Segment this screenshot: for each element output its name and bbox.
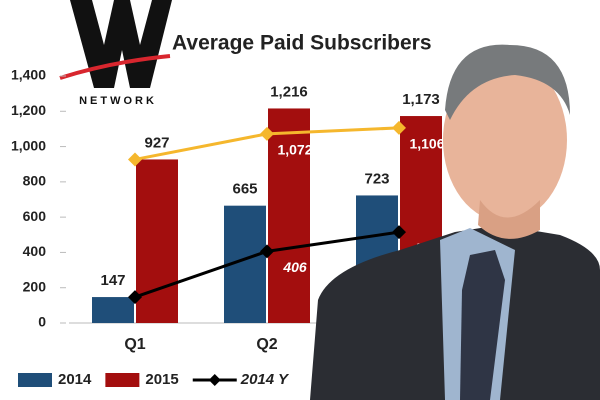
legend-swatch: [18, 373, 52, 387]
photo-hair: [445, 44, 570, 120]
bar: [92, 297, 134, 323]
bar: [268, 108, 310, 323]
logo-mark: [70, 0, 172, 88]
photo-tie: [460, 250, 505, 400]
bar-label: 927: [144, 134, 169, 151]
legend-label: 2014 Y: [240, 371, 290, 388]
logo-text: NETWORK: [79, 95, 157, 107]
y-tick-label: 600: [23, 208, 47, 224]
legend-swatch: [208, 374, 221, 386]
bar-label: 1,216: [270, 83, 308, 100]
photo-head: [443, 58, 567, 222]
line-label: 406: [282, 259, 307, 275]
chart-title: Average Paid Subscribers: [172, 32, 432, 55]
photo-neck: [478, 200, 540, 239]
line-marker: [260, 126, 274, 141]
bar-label: 723: [364, 170, 389, 187]
y-tick-label: 400: [23, 243, 47, 259]
line-marker: [128, 290, 142, 305]
photo: [310, 44, 600, 400]
x-tick-label: Q1: [124, 336, 145, 353]
line-marker: [128, 152, 142, 167]
legend-swatch: [105, 373, 140, 387]
bar-label: 147: [100, 272, 125, 289]
line-label: 1,106: [409, 136, 444, 152]
logo: NETWORK: [59, 0, 172, 107]
line-marker: [260, 244, 274, 259]
y-tick-label: 800: [23, 173, 47, 189]
y-tick-label: 1,200: [11, 102, 46, 118]
line-marker: [392, 225, 406, 240]
line-marker: [392, 120, 406, 135]
y-tick-label: 1,400: [11, 67, 46, 83]
y-tick-label: 1,000: [11, 137, 46, 153]
legend-label: 2015: [145, 371, 178, 388]
bar-label: 1,173: [402, 91, 440, 108]
bar: [136, 159, 178, 323]
logo-swoosh: [59, 54, 171, 80]
bar-label: 665: [232, 181, 257, 198]
line-label: 1,072: [277, 142, 312, 158]
x-tick-label: Q2: [256, 336, 277, 353]
y-tick-label: 0: [38, 314, 46, 330]
y-tick-label: 200: [23, 278, 47, 294]
legend-label: 2014: [58, 371, 92, 388]
